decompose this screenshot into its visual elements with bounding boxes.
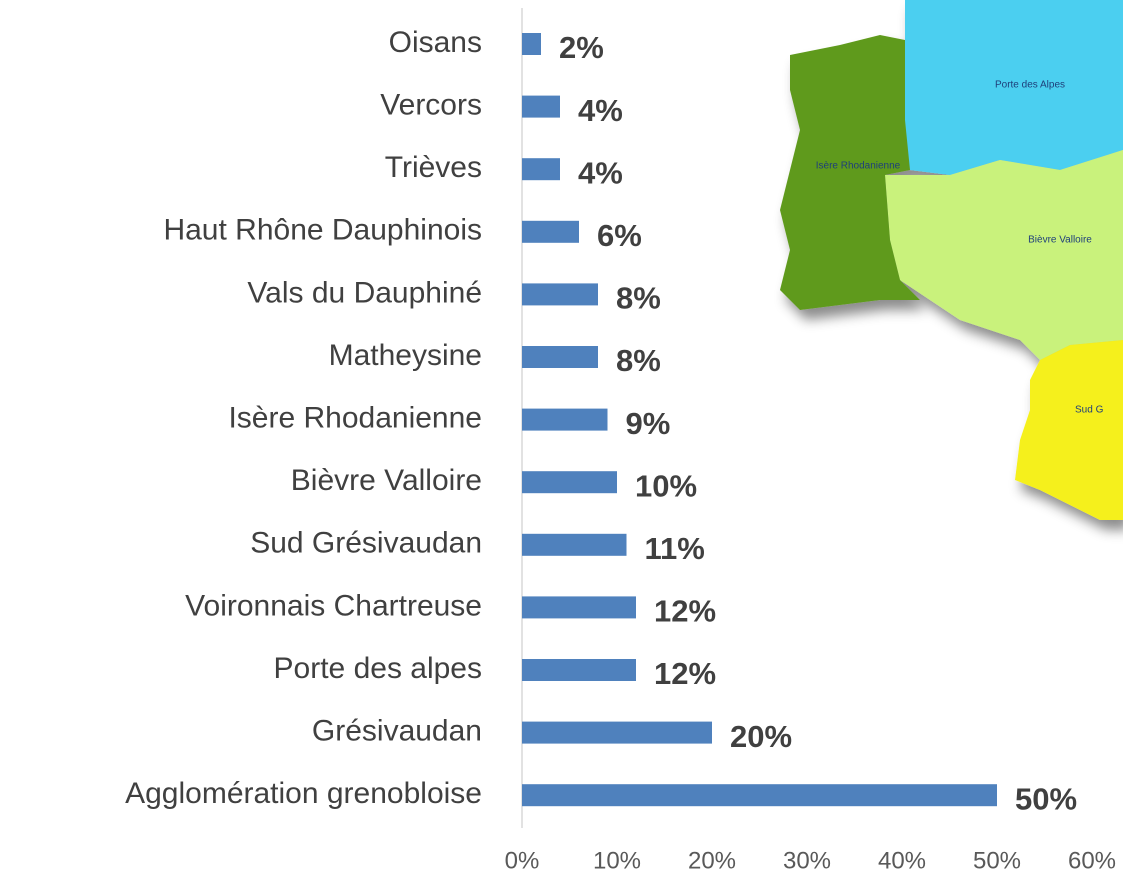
y-tick-label: Agglomération grenobloise xyxy=(125,777,482,810)
value-label: 8% xyxy=(616,343,661,378)
y-tick-label: Bièvre Valloire xyxy=(291,464,482,497)
x-tick-label: 30% xyxy=(783,847,831,874)
y-tick-label: Haut Rhône Dauphinois xyxy=(163,214,482,247)
bar xyxy=(522,471,617,494)
bar xyxy=(522,158,560,181)
value-label: 9% xyxy=(626,406,671,441)
value-label: 4% xyxy=(578,155,623,190)
bar xyxy=(522,721,712,744)
y-tick-label: Oisans xyxy=(389,26,482,59)
value-label: 6% xyxy=(597,218,642,253)
map-region xyxy=(885,150,1123,360)
map-label: Sud G xyxy=(1075,405,1104,416)
map-label: Porte des Alpes xyxy=(995,80,1065,91)
bar xyxy=(522,95,560,118)
map-label: Isère Rhodanienne xyxy=(816,161,901,172)
y-tick-label: Voironnais Chartreuse xyxy=(185,589,482,622)
bar xyxy=(522,283,598,306)
x-tick-label: 50% xyxy=(973,847,1021,874)
value-label: 50% xyxy=(1015,781,1077,816)
value-label: 10% xyxy=(635,468,697,503)
bar xyxy=(522,220,579,243)
value-label: 4% xyxy=(578,93,623,128)
y-tick-label: Vercors xyxy=(380,89,482,122)
bar xyxy=(522,33,541,55)
bar xyxy=(522,346,598,368)
x-tick-label: 10% xyxy=(593,847,641,874)
value-label: 20% xyxy=(730,719,792,754)
y-tick-label: Sud Grésivaudan xyxy=(250,527,482,560)
map xyxy=(780,0,1123,520)
x-tick-label: 60% xyxy=(1068,847,1116,874)
y-tick-label: Porte des alpes xyxy=(274,652,482,685)
value-label: 2% xyxy=(559,30,604,65)
y-tick-label: Vals du Dauphiné xyxy=(247,276,482,309)
y-tick-label: Matheysine xyxy=(329,339,482,372)
bar xyxy=(522,596,636,619)
x-tick-label: 20% xyxy=(688,847,736,874)
x-tick-label: 0% xyxy=(505,847,540,874)
bar xyxy=(522,659,636,681)
x-tick-label: 40% xyxy=(878,847,926,874)
y-tick-label: Grésivaudan xyxy=(312,715,482,748)
value-label: 12% xyxy=(654,656,716,691)
value-label: 12% xyxy=(654,594,716,629)
y-tick-label: Trièves xyxy=(385,151,482,184)
value-label: 11% xyxy=(645,531,705,566)
map-region xyxy=(900,0,1123,175)
bar xyxy=(522,533,627,556)
value-label: 8% xyxy=(616,281,661,316)
map-region xyxy=(1015,340,1123,520)
y-tick-label: Isère Rhodanienne xyxy=(228,402,482,435)
bar xyxy=(522,408,608,431)
map-label: Bièvre Valloire xyxy=(1028,235,1092,246)
bar xyxy=(522,784,997,807)
map-region xyxy=(780,35,920,310)
